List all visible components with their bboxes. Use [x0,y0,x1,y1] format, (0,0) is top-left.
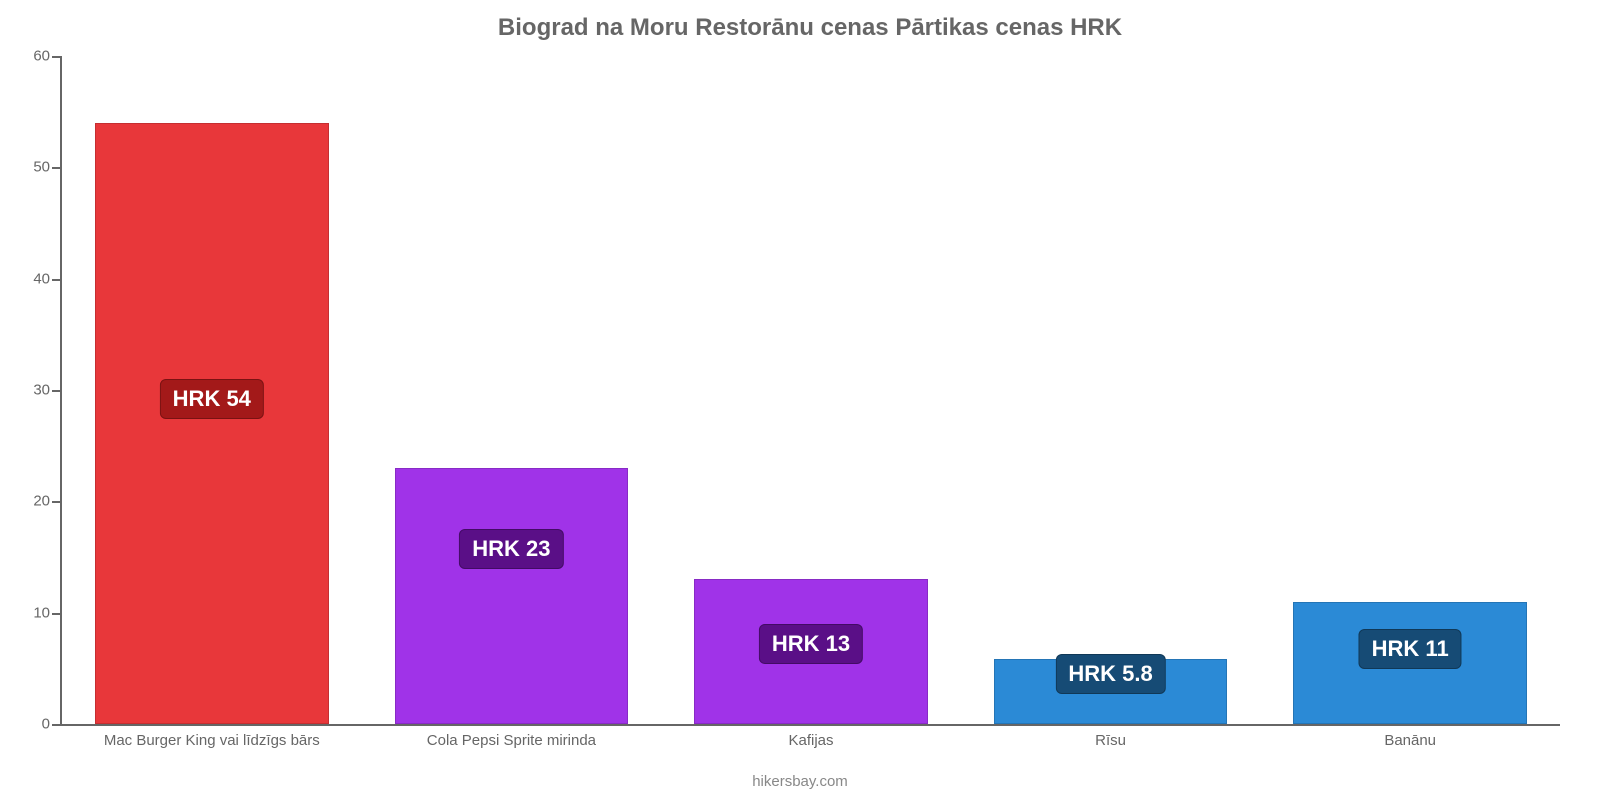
value-badge: HRK 11 [1359,629,1462,669]
y-tick-label: 40 [14,270,50,287]
bar-slot: HRK 54 [62,56,362,724]
y-tick [52,279,60,281]
y-tick-label: 30 [14,382,50,399]
bar [395,468,629,724]
bar-slot: HRK 11 [1260,56,1560,724]
y-tick [52,613,60,615]
chart-title: Biograd na Moru Restorānu cenas Pārtikas… [60,14,1560,42]
y-tick [52,167,60,169]
value-badge: HRK 23 [459,529,563,569]
bar [95,123,329,724]
chart-credit: hikersbay.com [0,773,1600,790]
bar-slot: HRK 13 [661,56,961,724]
y-tick [52,501,60,503]
x-axis-labels: Mac Burger King vai līdzīgs bārsCola Pep… [62,732,1560,749]
y-tick [52,724,60,726]
y-tick [52,390,60,392]
x-axis-label: Banānu [1260,732,1560,749]
x-axis-label: Cola Pepsi Sprite mirinda [362,732,662,749]
bar-slot: HRK 5.8 [961,56,1261,724]
y-tick-label: 50 [14,159,50,176]
value-badge: HRK 5.8 [1055,654,1165,694]
chart-container: Biograd na Moru Restorānu cenas Pārtikas… [0,0,1600,800]
y-tick [52,56,60,58]
y-tick-label: 60 [14,48,50,65]
x-axis-label: Kafijas [661,732,961,749]
x-axis-label: Rīsu [961,732,1261,749]
bar-slot: HRK 23 [362,56,662,724]
bars-row: HRK 54 HRK 23 HRK 13 HRK 5.8 HRK 11 [62,56,1560,724]
value-badge: HRK 13 [759,624,863,664]
plot-area: HRK 54HRK 23HRK 13HRK 5.8HRK 11 Mac Burg… [60,56,1560,726]
value-badge: HRK 54 [160,379,264,419]
y-tick-label: 20 [14,493,50,510]
x-axis-label: Mac Burger King vai līdzīgs bārs [62,732,362,749]
y-tick-label: 10 [14,604,50,621]
y-tick-label: 0 [14,716,50,733]
